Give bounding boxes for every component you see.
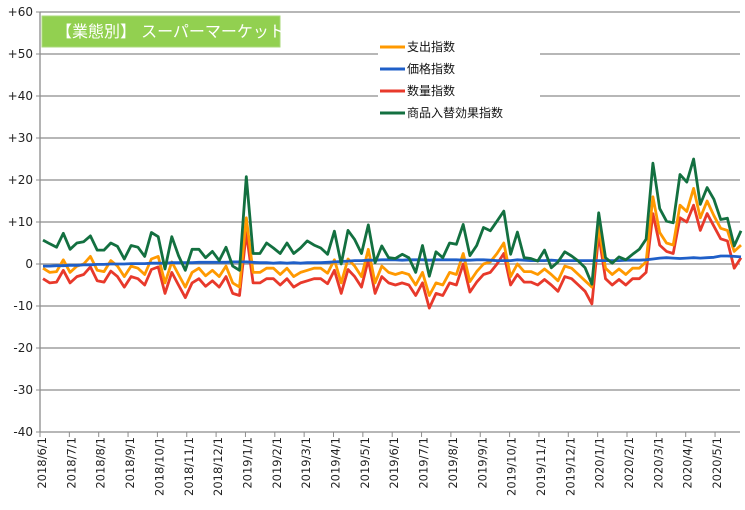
x-tick-label: 2019/11/1 xyxy=(534,437,548,496)
y-tick-label: 0 xyxy=(25,257,33,271)
x-tick-label: 2020/3/1 xyxy=(651,437,665,489)
x-tick-label: 2018/8/1 xyxy=(94,437,108,489)
x-tick-label: 2019/1/1 xyxy=(240,437,254,489)
x-tick-label: 2018/12/1 xyxy=(211,437,225,496)
legend-label: 支出指数 xyxy=(407,39,455,54)
x-tick-label: 2019/3/1 xyxy=(299,437,313,489)
x-tick-label: 2018/11/1 xyxy=(182,437,196,496)
x-tick-label: 2019/12/1 xyxy=(563,437,577,496)
x-tick-label: 2018/9/1 xyxy=(123,437,137,489)
legend-label: 数量指数 xyxy=(407,83,455,98)
x-axis: 2018/6/1 2018/7/1 2018/8/1 2018/9/1 2018/10/… xyxy=(35,12,740,496)
series-lines xyxy=(42,157,743,310)
x-tick-label: 2019/5/1 xyxy=(358,437,372,489)
x-tick-label: 2019/6/1 xyxy=(387,437,401,489)
x-tick-label: 2018/7/1 xyxy=(64,437,78,489)
legend-background xyxy=(378,34,540,126)
y-axis-ticks: +60 +50 +40 +30 +20 +10 0 -10 -20 -30 -40 xyxy=(8,5,33,439)
x-tick-label: 2020/4/1 xyxy=(681,437,695,489)
title-box-background xyxy=(41,15,281,48)
x-tick-label: 2019/7/1 xyxy=(417,437,431,489)
y-tick-label: -10 xyxy=(13,299,33,313)
x-tick-label: 2018/10/1 xyxy=(152,437,166,496)
y-tick-label: +40 xyxy=(8,89,33,103)
x-tick-label: 2019/10/1 xyxy=(505,437,519,496)
chart-title: 【業態別】 スーパーマーケット xyxy=(56,22,285,41)
x-tick-label: 2019/9/1 xyxy=(475,437,489,489)
y-tick-label: -40 xyxy=(13,425,33,439)
y-tick-label: -20 xyxy=(13,341,33,355)
series-line-2 xyxy=(42,203,743,310)
y-tick-label: -30 xyxy=(13,383,33,397)
x-tick-label: 2019/8/1 xyxy=(446,437,460,489)
y-tick-label: +30 xyxy=(8,131,33,145)
y-tick-label: +50 xyxy=(8,47,33,61)
x-tick-label: 2020/2/1 xyxy=(622,437,636,489)
series-line-3 xyxy=(42,157,743,286)
legend-label: 価格指数 xyxy=(407,61,455,76)
y-tick-label: +10 xyxy=(8,215,33,229)
series-line-0 xyxy=(42,186,742,297)
chart-title-box: 【業態別】 スーパーマーケット xyxy=(41,15,285,48)
y-tick-label: +60 xyxy=(8,5,33,19)
y-tick-label: +20 xyxy=(8,173,33,187)
x-tick-label: 2018/6/1 xyxy=(35,437,49,489)
x-tick-label: 2019/2/1 xyxy=(270,437,284,489)
x-tick-label: 2020/5/1 xyxy=(710,437,724,489)
x-tick-label: 2020/1/1 xyxy=(593,437,607,489)
x-tick-label: 2019/4/1 xyxy=(329,437,343,489)
legend-label: 商品入替効果指数 xyxy=(407,105,503,120)
